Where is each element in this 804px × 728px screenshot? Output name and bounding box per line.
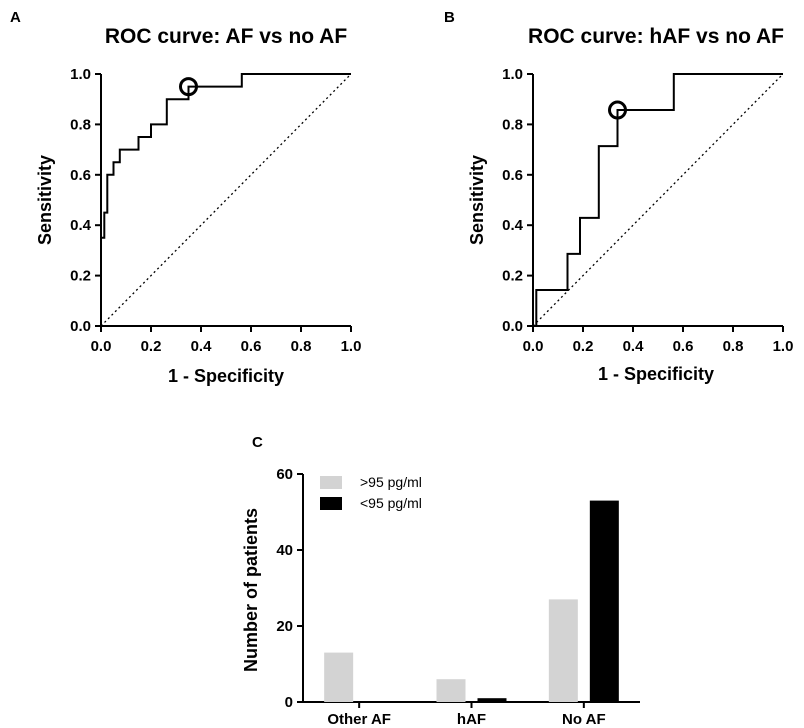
panel-a-y-tick-label: 0.8 <box>70 116 91 133</box>
panel-c-y-tick-label: 60 <box>276 466 293 483</box>
panel-a-title: ROC curve: AF vs no AF <box>105 25 347 48</box>
panel-b-y-tick-label: 0.0 <box>502 318 523 335</box>
panel-letter-c: C <box>252 434 263 451</box>
panel-b-x-tick-label: 0.8 <box>723 338 744 355</box>
panel-b-title: ROC curve: hAF vs no AF <box>528 25 784 48</box>
panel-b-roc-curve <box>533 73 783 327</box>
panel-c-category-label: hAF <box>457 711 486 728</box>
panel-a-x-tick-label: 0.2 <box>141 338 162 355</box>
panel-c-bar <box>548 599 578 702</box>
panel-a-y-tick-label: 0.0 <box>70 318 91 335</box>
panel-b-y-axis-label: Sensitivity <box>467 155 487 245</box>
panel-b-x-tick-label: 0.6 <box>673 338 694 355</box>
panel-c-bar <box>477 698 507 702</box>
panel-b-optimal-cutoff-marker <box>608 100 627 120</box>
panel-a-optimal-cutoff-marker <box>179 77 198 97</box>
panel-b-y-tick-label: 0.2 <box>502 268 523 285</box>
panel-c-y-tick-label: 0 <box>285 694 293 711</box>
bar-panel-c: C 0 20 40 60 Other AF hAF No AF >95 pg/ml <95 pg… <box>241 434 640 728</box>
panel-c-category-label: Other AF <box>327 711 391 728</box>
roc-panel-a: A ROC curve: AF vs no AF 0.0 0.2 0.4 0.6 0.8… <box>10 9 361 386</box>
panel-a-y-axis-label: Sensitivity <box>35 155 55 245</box>
panel-b-y-tick-label: 0.6 <box>502 167 523 184</box>
panel-a-x-tick-label: 1.0 <box>341 338 362 355</box>
panel-b-y-tick-label: 0.8 <box>502 116 523 133</box>
panel-c-bar <box>589 500 619 702</box>
panel-letter-b: B <box>444 9 455 26</box>
panel-b-x-tick-label: 0.2 <box>573 338 594 355</box>
panel-letter-a: A <box>10 9 21 26</box>
panel-c-legend-label: >95 pg/ml <box>360 474 422 490</box>
panel-b-y-tick-label: 1.0 <box>502 66 523 83</box>
panel-b-x-tick-label: 1.0 <box>773 338 794 355</box>
panel-b-x-axis-label: 1 - Specificity <box>598 364 714 384</box>
panel-c-category-label: No AF <box>562 711 606 728</box>
panel-c-y-tick-label: 40 <box>276 542 293 559</box>
panel-a-x-tick-label: 0.6 <box>241 338 262 355</box>
panel-a-plot-area: 0.0 0.2 0.4 0.6 0.8 1.0 0.0 0.2 0.4 0.6 0.8 1.0 <box>70 66 361 355</box>
panel-a-x-tick-label: 0.4 <box>191 338 213 355</box>
panel-c-y-axis-label: Number of patients <box>241 508 261 672</box>
panel-b-x-tick-label: 0.4 <box>623 338 645 355</box>
panel-c-bar <box>324 652 354 702</box>
panel-a-x-axis-label: 1 - Specificity <box>168 366 284 386</box>
panel-b-reference-line <box>532 73 784 327</box>
panel-c-legend-swatch <box>320 476 342 489</box>
panel-c-legend-label: <95 pg/ml <box>360 495 422 511</box>
panel-b-plot-area: 0.0 0.2 0.4 0.6 0.8 1.0 0.0 0.2 0.4 0.6 0.8 1.0 <box>502 66 793 355</box>
panel-a-y-tick-label: 1.0 <box>70 66 91 83</box>
panel-b-y-tick-label: 0.4 <box>502 217 524 234</box>
panel-c-legend-swatch <box>320 497 342 510</box>
roc-panel-b: B ROC curve: hAF vs no AF 0.0 0.2 0.4 0.6 0.… <box>444 9 793 384</box>
panel-a-reference-line <box>100 73 352 327</box>
panel-c-plot-area: 0 20 40 60 Other AF hAF No AF >95 pg/ml <95 pg/m… <box>276 466 640 728</box>
panel-a-y-tick-label: 0.2 <box>70 268 91 285</box>
panel-c-bar <box>436 679 466 702</box>
panel-a-x-tick-label: 0.8 <box>291 338 312 355</box>
panel-b-x-tick-label: 0.0 <box>523 338 544 355</box>
panel-c-y-tick-label: 20 <box>276 618 293 635</box>
panel-a-y-tick-label: 0.6 <box>70 167 91 184</box>
panel-a-x-tick-label: 0.0 <box>91 338 112 355</box>
panel-a-y-tick-label: 0.4 <box>70 217 92 234</box>
